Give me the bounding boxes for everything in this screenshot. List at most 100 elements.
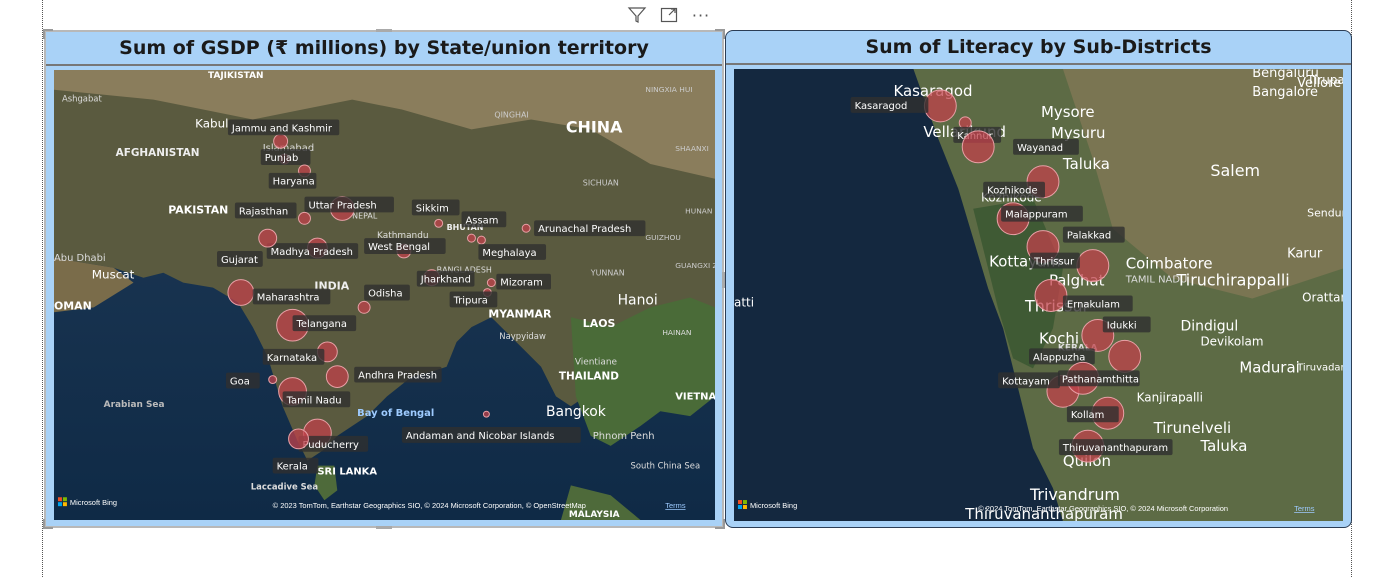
land-arabia xyxy=(54,257,134,313)
data-bubble[interactable] xyxy=(1034,279,1068,312)
bubble-label: Pathanamthitta xyxy=(1062,374,1139,385)
gsdp-map-visual[interactable]: Sum of GSDP (₹ millions) by State/union … xyxy=(43,29,725,529)
map-canvas[interactable]: TAJIKISTAN Ashgabat Kabul Islamabad AFGHANIS… xyxy=(54,70,715,520)
land-asia xyxy=(54,70,715,461)
bubble-label-bg xyxy=(227,119,340,136)
bubble-label: Gujarat xyxy=(221,255,258,266)
bubble-label-bg xyxy=(298,435,369,452)
bing-logo-text: Microsoft Bing xyxy=(750,501,797,510)
bubble-label-bg xyxy=(1001,205,1083,222)
bubble-label: Rajasthan xyxy=(239,206,288,217)
map-place-label: LAOS xyxy=(583,317,616,330)
map-place-label: NEPAL xyxy=(352,211,378,220)
data-bubble[interactable] xyxy=(325,365,349,388)
bubble-label-bg xyxy=(262,348,325,365)
map-place-label: Ashgabat xyxy=(62,94,103,104)
bubble-label-bg xyxy=(1058,439,1173,456)
bubble-label-bg xyxy=(478,244,547,260)
data-bubble[interactable] xyxy=(1108,339,1142,373)
land-malaysia xyxy=(560,485,641,520)
resize-handle[interactable] xyxy=(43,519,53,529)
map-place-label: Devikolam xyxy=(1200,334,1263,348)
map-place-label: TAJIKISTAN xyxy=(208,71,263,81)
bubble-label: Odisha xyxy=(368,289,402,300)
bubble-label: Uttar Pradesh xyxy=(308,200,376,211)
land-sri-lanka xyxy=(314,465,338,501)
data-bubble[interactable] xyxy=(961,130,995,164)
data-bubble[interactable] xyxy=(486,278,496,288)
map-place-label: BHUTAN xyxy=(447,223,484,232)
terms-link[interactable]: Terms xyxy=(665,501,686,510)
data-bubble[interactable] xyxy=(357,300,371,314)
map-place-label: Taluka xyxy=(1199,437,1247,455)
bubble-label-bg xyxy=(1057,370,1140,387)
map-place-label: Mysore xyxy=(1041,103,1095,121)
map-place-label: Islamabad xyxy=(263,143,314,154)
bubble-label-bg xyxy=(272,457,319,474)
data-bubble[interactable] xyxy=(476,235,486,245)
bubble-label-bg xyxy=(225,372,260,389)
bubble-label: Telangana xyxy=(296,319,347,330)
data-bubble[interactable] xyxy=(227,279,255,306)
resize-handle[interactable] xyxy=(715,519,725,529)
map-place-label: Karur xyxy=(1287,247,1323,262)
resize-handle[interactable] xyxy=(376,29,392,32)
data-bubble[interactable] xyxy=(467,233,476,243)
bubble-label-bg xyxy=(260,149,311,165)
map-canvas[interactable]: Bengaluru Bangalore Vellore Kasaragod Mysore… xyxy=(734,69,1343,521)
bubble-label: Puducherry xyxy=(302,440,359,451)
data-bubble[interactable] xyxy=(258,228,278,248)
terms-link[interactable]: Terms xyxy=(1294,504,1315,513)
map-place-label: Taluka xyxy=(1062,155,1110,173)
data-bubble[interactable] xyxy=(482,410,490,418)
map-place-label: Kabul xyxy=(195,116,228,130)
data-bubble[interactable] xyxy=(268,375,278,385)
map-place-label: KERALA xyxy=(1058,343,1098,353)
bubble-label: Tamil Nadu xyxy=(286,395,342,406)
map-place-label: Arabian Sea xyxy=(104,400,165,410)
bubble-label: Karnataka xyxy=(267,353,317,364)
bubble-label: Sikkim xyxy=(416,203,449,214)
bubble-label-bg xyxy=(1030,252,1080,269)
data-bubble[interactable] xyxy=(923,89,957,123)
bubble-label-bg xyxy=(411,199,460,216)
data-bubble[interactable] xyxy=(298,211,311,225)
bubble-label-bg xyxy=(401,427,581,443)
visual-title: Sum of GSDP (₹ millions) by State/union … xyxy=(46,32,722,66)
resize-handle[interactable] xyxy=(715,29,725,39)
bubble-label: Alappuzha xyxy=(1033,352,1085,363)
data-bubble[interactable] xyxy=(288,428,309,450)
bubble-label-bg xyxy=(1102,316,1151,333)
filter-icon[interactable] xyxy=(626,4,648,26)
data-bubble[interactable] xyxy=(521,223,531,233)
data-bubble[interactable] xyxy=(1076,249,1110,283)
more-options-icon[interactable]: ··· xyxy=(691,5,711,25)
map-place-label: Mysuru xyxy=(1051,124,1106,142)
map-place-label: MYANMAR xyxy=(488,307,552,320)
bubble-label: Mizoram xyxy=(500,278,542,289)
map-place-label: Bengaluru xyxy=(1252,69,1319,81)
map-place-label: AFGHANISTAN xyxy=(116,147,200,159)
bubble-label-bg xyxy=(1029,348,1095,365)
bubble-label-bg xyxy=(983,181,1045,198)
resize-handle[interactable] xyxy=(376,526,392,529)
bubble-label-bg xyxy=(534,220,646,237)
literacy-map-visual[interactable]: Sum of Literacy by Sub-Districts Bengalu… xyxy=(725,30,1352,528)
bubble-label: Kollam xyxy=(1071,410,1104,421)
data-bubble[interactable] xyxy=(273,133,289,149)
microsoft-bing-logo: Microsoft Bing xyxy=(57,497,117,507)
bubble-label: Kerala xyxy=(277,462,308,473)
data-bubble[interactable] xyxy=(434,218,444,228)
focus-mode-icon[interactable] xyxy=(658,4,680,26)
resize-handle[interactable] xyxy=(43,29,53,39)
map-place-label: Kanjirapalli xyxy=(1137,390,1203,404)
map-place-label: Bay of Bengal xyxy=(357,408,434,419)
bubble-label-bg xyxy=(449,291,498,308)
map-place-label: SICHUAN xyxy=(583,179,619,188)
resize-handle[interactable] xyxy=(722,272,725,288)
bubble-label-bg xyxy=(268,172,317,189)
bubble-label: Palakkad xyxy=(1067,231,1111,242)
map-place-label: HAINAN xyxy=(662,328,691,337)
map-place-label: QINGHAI xyxy=(494,110,528,119)
map-place-label: Bangalore xyxy=(1252,85,1318,100)
